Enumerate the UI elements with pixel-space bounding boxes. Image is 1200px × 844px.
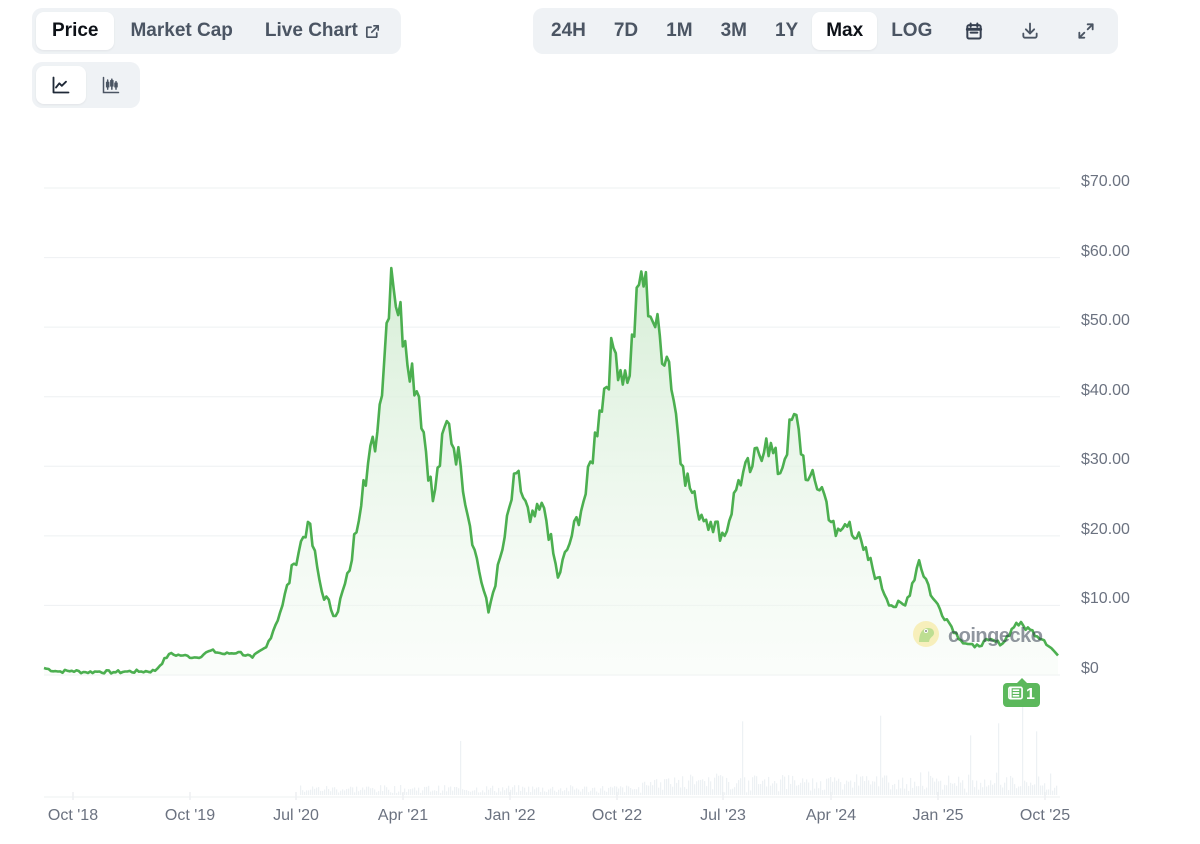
x-tick-label: Oct '19: [164, 807, 216, 824]
download-button[interactable]: [1002, 12, 1058, 50]
range-1y[interactable]: 1Y: [774, 20, 799, 41]
price-area-fill: [44, 268, 1058, 675]
x-tick-label: Oct '18: [47, 807, 99, 824]
y-tick-label: $20.00: [1081, 520, 1130, 538]
news-marker-badge[interactable]: 1: [1003, 678, 1040, 707]
y-tick-label: $30.00: [1081, 451, 1130, 469]
chart-gridlines: [44, 187, 1060, 800]
range-max[interactable]: Max: [812, 12, 878, 50]
newspaper-icon: [1008, 686, 1023, 705]
download-icon: [1020, 21, 1040, 41]
chart-type-toggle: [32, 62, 140, 108]
x-tick-label: Jan '25: [912, 807, 964, 824]
news-count: 1: [1026, 686, 1035, 703]
y-tick-label: $0: [1081, 660, 1099, 677]
range-24h[interactable]: 24H: [551, 20, 586, 41]
candlestick-chart-button[interactable]: [86, 66, 136, 104]
line-chart-button[interactable]: [36, 66, 86, 104]
x-tick-label: Jul '20: [273, 807, 319, 824]
x-tick-label: Apr '24: [805, 807, 857, 824]
range-1m[interactable]: 1M: [666, 20, 693, 41]
fullscreen-button[interactable]: [1058, 12, 1114, 50]
volume-bars: [300, 697, 1058, 795]
log-scale-toggle[interactable]: LOG: [891, 20, 933, 41]
live-chart-label: Live Chart: [264, 20, 358, 41]
coingecko-watermark: coingecko: [912, 620, 1043, 653]
y-tick-label: $40.00: [1081, 381, 1130, 399]
gecko-logo-icon: [912, 620, 940, 653]
date-range-button[interactable]: [946, 12, 1002, 50]
range-3m[interactable]: 3M: [720, 20, 747, 41]
calendar-icon: [964, 21, 984, 41]
x-tick-label: Jul '23: [700, 807, 746, 824]
external-link-icon: [364, 23, 381, 40]
tab-market-cap[interactable]: Market Cap: [130, 20, 233, 41]
line-chart-icon: [51, 75, 71, 95]
time-range-selector: 24H 7D 1M 3M 1Y Max LOG: [533, 8, 1119, 54]
y-tick-label: $60.00: [1081, 242, 1130, 260]
y-tick-label: $10.00: [1081, 590, 1130, 608]
x-tick-label: Jan '22: [484, 807, 536, 824]
candlestick-chart-icon: [101, 75, 121, 95]
price-line: [43, 266, 1059, 675]
range-7d[interactable]: 7D: [613, 20, 639, 41]
x-tick-label: Oct '25: [1019, 807, 1071, 824]
tab-price[interactable]: Price: [36, 12, 115, 50]
x-tick-label: Apr '21: [377, 807, 429, 824]
y-tick-label: $70.00: [1081, 173, 1130, 190]
y-tick-label: $50.00: [1081, 312, 1130, 330]
x-tick-label: Oct '22: [591, 807, 643, 824]
fullscreen-icon: [1076, 21, 1096, 41]
tab-live-chart[interactable]: Live Chart: [249, 12, 397, 50]
chart-metric-tabs: Price Market Cap Live Chart: [32, 8, 401, 54]
watermark-text: coingecko: [948, 625, 1043, 647]
